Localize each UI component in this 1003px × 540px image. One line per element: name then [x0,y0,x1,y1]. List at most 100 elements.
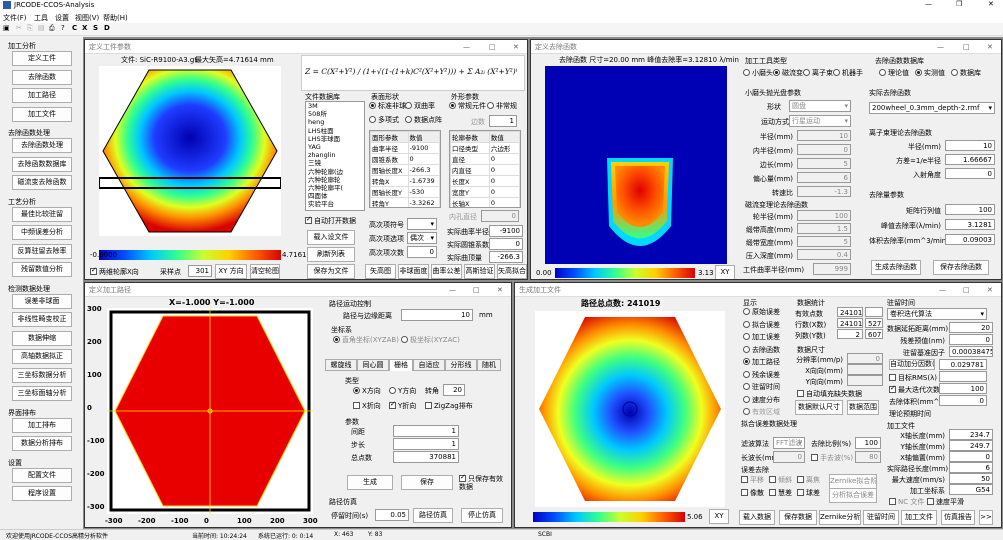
w4-action-button[interactable]: >> [979,510,993,525]
sidebar-item[interactable]: 配置文件 [12,467,72,483]
path-tab[interactable]: 随机 [477,359,501,371]
field-input[interactable]: 0.4 [797,249,851,260]
param-input[interactable]: 370881 [393,451,459,463]
menu-view[interactable]: 视图(V) [75,14,100,22]
zigzag-chk[interactable]: ZigZag排布 [425,401,473,411]
rms-input[interactable] [939,371,987,382]
curvature-button[interactable]: 曲率公差 [431,264,462,279]
lib-db[interactable]: 数据库 [951,68,981,78]
hi-term-select[interactable] [407,218,437,230]
inner-dia-input[interactable]: 0 [481,210,519,222]
sidebar-item[interactable]: 反算驻留去除率 [12,243,72,259]
db-list-item[interactable]: zhanglin [308,151,336,160]
sim-button[interactable]: 路径仿真 [413,508,453,523]
dwell-select[interactable]: 卷积迭代算法 [887,308,987,320]
analyze-fit-button[interactable]: 分析拟合误差 [829,488,877,503]
edge-input[interactable]: 1 [489,115,517,127]
table-cell[interactable]: 0 [488,164,520,176]
error-chk[interactable]: 像散 [741,488,764,498]
field-input[interactable]: 0 [949,451,993,462]
sidebar-item[interactable]: 磁流变去除函数 [12,175,72,190]
data-range-button[interactable]: 数据范围 [847,400,879,415]
speed-ctrl-chk[interactable]: 速度平滑 [927,497,964,507]
field-input[interactable]: 6 [949,462,993,473]
coord-polar[interactable]: 极坐标(XYZAC) [401,335,460,345]
field-input[interactable]: 5 [797,236,851,247]
xy-dir-button[interactable]: XY 方向 [215,264,247,279]
field-input[interactable]: G54 [949,484,993,495]
hi-opt-select[interactable]: 偶次 [407,232,437,244]
print-icon[interactable]: ⎙ [49,24,55,32]
sidebar-item[interactable]: 残留数值分析 [12,262,72,277]
tool-ion[interactable]: 离子束 [803,68,833,78]
w4-action-button[interactable]: 驻留时间 [863,510,899,525]
edge-dist-input[interactable]: 10 [401,309,473,321]
aspheric-button[interactable]: 非球面度 [398,264,429,279]
field-input[interactable] [847,364,883,375]
w3-close-icon[interactable]: ✕ [497,286,503,294]
table-cell[interactable]: 0 [488,153,520,165]
path-tab[interactable]: 螺旋线 [325,359,357,371]
gen-removal-button[interactable]: 生成去除函数 [871,260,921,275]
sidebar-item[interactable]: 非线性畸变校正 [12,312,72,327]
hi-num-input[interactable]: 0 [407,246,437,258]
default-size-button[interactable]: 数据默认尺寸 [795,400,843,415]
auto-dwell-value[interactable]: 0.029781 [939,359,987,370]
w4-xy-button[interactable]: XY [709,509,729,524]
stat-value2[interactable]: 527 [865,318,883,328]
stat-value[interactable]: 241019 [837,318,863,328]
w3-minimize-icon[interactable]: — [449,286,456,294]
table-cell[interactable]: 0 [488,175,520,187]
field-input[interactable]: 50 [949,473,993,484]
field-input[interactable]: 3.1281 [945,219,995,230]
db-list-item[interactable]: 508所 [308,110,327,119]
shape-std[interactable]: 标准非球 [369,101,406,111]
field-input[interactable]: 0.09003 [945,234,995,245]
save-removal-button[interactable]: 保存去除函数 [933,260,989,275]
sidebar-item[interactable]: 数据伸缩 [12,330,72,346]
gen-path-button[interactable]: 生成 [347,475,393,490]
len-input[interactable]: 0 [773,451,805,463]
minimize-icon[interactable]: — [925,0,932,8]
c-icon[interactable]: C [72,24,78,32]
display-option[interactable]: 驻留时间 [743,382,780,392]
display-option[interactable]: 加工误差 [743,332,780,342]
iter-input[interactable]: 100 [939,383,987,394]
table-cell[interactable]: -530 [407,186,440,198]
error-chk[interactable]: 球差 [797,488,820,498]
nc-chk[interactable]: NC 文件 [889,497,924,507]
db-list-item[interactable]: YAG [308,143,321,152]
db-list-item[interactable]: 3M [308,102,318,110]
display-option[interactable]: 速度分布 [743,395,780,405]
w4-close-icon[interactable]: ✕ [987,286,993,294]
db-list-item[interactable]: 实验平台 [308,200,334,209]
real-r-input[interactable]: -9100 [489,225,523,237]
close-icon[interactable]: ✕ [988,0,994,8]
display-option[interactable]: 拟合误差 [743,320,780,330]
display-option[interactable]: 去除函数 [743,345,780,355]
field-input[interactable]: 20 [949,322,993,333]
field-input[interactable]: 100 [945,204,995,215]
x-fold-chk[interactable]: X折向 [353,401,381,411]
field-input[interactable]: 100 [797,210,851,221]
db-list-item[interactable]: heng [308,118,325,127]
sample-input[interactable]: 301 [188,265,212,277]
path-tab[interactable]: 栅格 [389,359,413,371]
motion-select[interactable]: 行星运动 [789,115,851,127]
outline-normal[interactable]: 常规元件 [449,101,486,111]
sidebar-item[interactable]: 程序设置 [12,486,72,501]
real-top-input[interactable]: -266.3 [489,251,523,263]
sidebar-item[interactable]: 最佳比较驻留 [12,206,72,222]
cut-icon[interactable]: ✂ [16,24,22,32]
shape-poly[interactable]: 多项式 [369,115,399,125]
w4-action-button[interactable]: 仿真报告 [941,510,975,525]
d-icon[interactable]: D [104,24,110,32]
sag-fit-button[interactable]: 矢高拟合 [497,264,527,279]
coord-rect[interactable]: 直角坐标(XYZAB) [333,335,399,345]
obj-input[interactable]: 0 [939,395,987,406]
field-input[interactable]: 0 [797,144,851,155]
keep-input[interactable]: 80 [855,451,881,463]
valid-only-chk[interactable]: 只保存有效数据 [459,473,503,491]
clear-button[interactable]: 清空轮图 [250,264,280,279]
shape-select[interactable]: 圆盘 [789,100,851,112]
